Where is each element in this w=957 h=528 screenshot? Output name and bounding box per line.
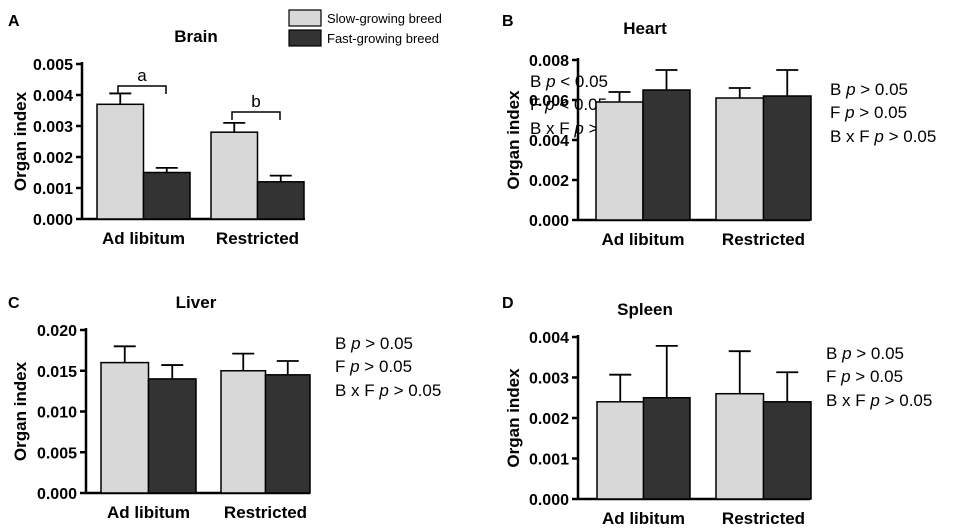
x-category-label: Ad libitum <box>601 230 684 249</box>
y-tick-label: 0.004 <box>529 133 569 150</box>
stat-line: B p > 0.05 <box>830 80 908 99</box>
panel-b: B Heart Organ index 0.000 0.002 0.004 0.006 0.0… <box>502 13 936 249</box>
y-tick-label: 0.001 <box>33 181 73 198</box>
panel-label: A <box>8 13 20 30</box>
bar-slow-ad-libitum <box>100 361 150 494</box>
y-tick-label: 0.020 <box>37 323 77 340</box>
chart-title: Heart <box>623 19 667 38</box>
chart-title: Brain <box>174 27 217 46</box>
y-tick-label: 0.004 <box>33 88 73 105</box>
x-category-label: Restricted <box>722 509 805 528</box>
legend: Slow-growing breed Fast-growing breed <box>288 9 442 47</box>
y-tick-label: 0.004 <box>529 330 569 347</box>
panel-a: A Brain Organ index 0.000 0.001 0.002 0.003 0.0… <box>8 13 636 248</box>
bar-slow-ad-libitum <box>595 101 644 221</box>
legend-swatch-fast <box>288 29 322 47</box>
stat-line: F p < 0.05 <box>530 95 607 114</box>
chart-title: Spleen <box>617 300 673 319</box>
stat-line: B p < 0.05 <box>530 72 608 91</box>
bar-slow-restricted <box>715 97 765 221</box>
significance-letter: a <box>137 66 147 85</box>
panel-d: D Spleen Organ index 0.000 0.001 0.002 0.003 0.… <box>502 295 932 528</box>
y-axis-label: Organ index <box>504 368 523 468</box>
chart-title: Liver <box>176 293 217 312</box>
y-axis-label: Organ index <box>11 91 30 191</box>
bar-fast-ad-libitum <box>642 89 691 221</box>
y-tick-label: 0.002 <box>529 411 569 428</box>
x-category-label: Ad libitum <box>107 503 190 522</box>
x-category-label: Ad libitum <box>602 509 685 528</box>
bar-slow-ad-libitum <box>96 103 145 220</box>
legend-label: Slow-growing breed <box>327 11 442 26</box>
x-category-label: Restricted <box>216 229 299 248</box>
y-tick-label: 0.000 <box>529 213 569 230</box>
stat-line: B x F p > 0.05 <box>830 127 936 146</box>
y-tick-label: 0.008 <box>529 53 569 70</box>
y-tick-label: 0.015 <box>37 364 77 381</box>
bar-slow-restricted <box>715 392 765 500</box>
stat-line: F p > 0.05 <box>826 367 903 386</box>
stat-line: F p > 0.05 <box>335 357 412 376</box>
y-tick-label: 0.000 <box>33 212 73 229</box>
bar-fast-restricted <box>256 181 305 220</box>
y-axis-label: Organ index <box>11 361 30 461</box>
x-category-label: Ad libitum <box>102 229 185 248</box>
y-tick-label: 0.002 <box>33 150 73 167</box>
y-tick-label: 0.005 <box>33 57 73 74</box>
stat-line: B p > 0.05 <box>335 334 413 353</box>
y-tick-label: 0.000 <box>37 486 77 503</box>
significance-letter: b <box>251 92 260 111</box>
bar-fast-ad-libitum <box>642 397 691 500</box>
x-category-label: Restricted <box>224 503 307 522</box>
bar-fast-ad-libitum <box>147 378 197 494</box>
legend-label: Fast-growing breed <box>327 31 439 46</box>
y-tick-label: 0.001 <box>529 452 569 469</box>
bar-fast-restricted <box>264 374 311 494</box>
panel-label: D <box>502 295 514 312</box>
legend-swatch-slow <box>288 9 322 27</box>
stat-line: B p > 0.05 <box>826 344 904 363</box>
bar-fast-ad-libitum <box>142 171 191 220</box>
y-tick-label: 0.002 <box>529 173 569 190</box>
bar-fast-restricted <box>762 95 812 221</box>
stat-line: B x F p > 0.05 <box>335 381 441 400</box>
significance-bracket <box>117 85 167 94</box>
stat-line: B x F p > 0.05 <box>826 391 932 410</box>
panel-label: C <box>8 295 20 312</box>
bar-slow-restricted <box>220 370 267 494</box>
bar-slow-restricted <box>210 131 259 220</box>
y-tick-label: 0.005 <box>37 445 77 462</box>
bar-slow-ad-libitum <box>596 401 645 500</box>
y-tick-label: 0.003 <box>529 371 569 388</box>
y-tick-label: 0.010 <box>37 405 77 422</box>
panel-c: C Liver Organ index 0.000 0.005 0.010 0.015 0.0… <box>8 293 441 522</box>
significance-bracket <box>231 111 281 120</box>
y-tick-label: 0.003 <box>33 119 73 136</box>
y-tick-label: 0.006 <box>529 93 569 110</box>
y-axis-label: Organ index <box>504 90 523 190</box>
x-category-label: Restricted <box>722 230 805 249</box>
stat-line: F p > 0.05 <box>830 103 907 122</box>
y-tick-label: 0.000 <box>529 492 569 509</box>
bar-fast-restricted <box>762 401 812 500</box>
panel-label: B <box>502 13 514 30</box>
